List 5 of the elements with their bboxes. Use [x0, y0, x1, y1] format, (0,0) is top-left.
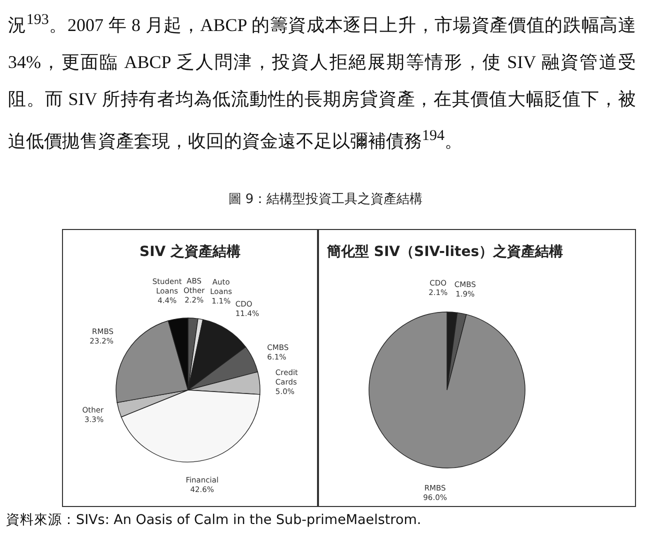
source-note: 資料來源：SIVs: An Oasis of Calm in the Sub-primeMaelstrom.	[6, 511, 422, 529]
caption: 圖 9：結構型投資工具之資產結構	[227, 191, 424, 208]
text: 況$^{193}$。2007 年 8 月起，ABCP 的籌資成本逐日上升，市場資產價值的跌幅高達 34%，更面臨 ABCP 乏人問津，投資人拒絕展期等情形，使 SIV 融資管道受阻。而 SIV 所持有者均為低流動性的長期房貸資產，在其價值大幅貶值下，被迫低價拋售資產套現，收回的資金遠不足以彌補債務$^{194}$。	[8, 12, 636, 151]
chart-title: SIV 之資產結構	[139, 243, 241, 260]
chart-title: 簡化型 SIV（SIV-lites）之資產結構	[326, 243, 564, 260]
